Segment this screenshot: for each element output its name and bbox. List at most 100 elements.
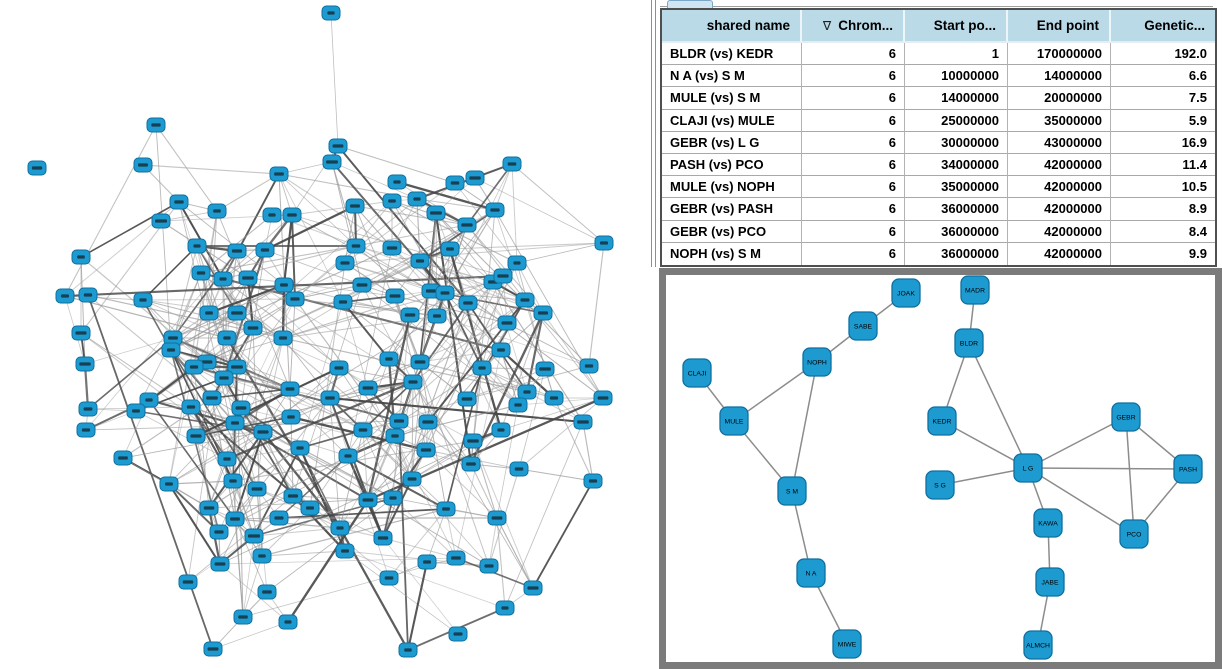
- graph-node[interactable]: [223, 473, 243, 489]
- graph-node[interactable]: [278, 614, 298, 630]
- node-shape[interactable]: [802, 347, 832, 377]
- node-MADR[interactable]: MADR: [960, 275, 990, 305]
- column-header-end_point[interactable]: End point: [1008, 10, 1111, 43]
- cell-shared_name[interactable]: MULE (vs) NOPH: [662, 176, 802, 199]
- cell-chromosome[interactable]: 6: [802, 198, 905, 221]
- graph-node[interactable]: [491, 342, 511, 358]
- cell-chromosome[interactable]: 6: [802, 65, 905, 88]
- graph-node[interactable]: [214, 370, 234, 386]
- graph-node[interactable]: [161, 342, 181, 358]
- node-shape[interactable]: [777, 476, 807, 506]
- graph-node[interactable]: [418, 414, 438, 430]
- node-S M[interactable]: S M: [777, 476, 807, 506]
- cell-shared_name[interactable]: PASH (vs) PCO: [662, 153, 802, 177]
- graph-node[interactable]: [402, 471, 422, 487]
- graph-node[interactable]: [169, 194, 189, 210]
- graph-node[interactable]: [507, 255, 527, 271]
- graph-node[interactable]: [446, 550, 466, 566]
- edge-NOPH-S M[interactable]: [791, 361, 818, 492]
- graph-node[interactable]: [416, 442, 436, 458]
- node-GEBR[interactable]: GEBR: [1111, 402, 1141, 432]
- edge-BLDR-L G[interactable]: [968, 342, 1029, 469]
- cell-end_point[interactable]: 20000000: [1008, 87, 1111, 110]
- cell-end_point[interactable]: 14000000: [1008, 65, 1111, 88]
- node-ALMCH[interactable]: ALMCH: [1023, 630, 1053, 660]
- cell-shared_name[interactable]: GEBR (vs) PASH: [662, 198, 802, 221]
- cell-chromosome[interactable]: 6: [802, 87, 905, 110]
- node-shape[interactable]: [960, 275, 990, 305]
- graph-node[interactable]: [163, 330, 183, 346]
- graph-node[interactable]: [187, 238, 207, 254]
- graph-node[interactable]: [400, 307, 420, 323]
- graph-node[interactable]: [78, 401, 98, 417]
- graph-node[interactable]: [227, 305, 247, 321]
- graph-node[interactable]: [269, 166, 289, 182]
- graph-node[interactable]: [338, 448, 358, 464]
- graph-node[interactable]: [238, 270, 258, 286]
- cell-genetic_distance[interactable]: 11.4: [1111, 153, 1215, 177]
- graph-node[interactable]: [389, 413, 409, 429]
- cell-genetic_distance[interactable]: 8.9: [1111, 198, 1215, 221]
- graph-node[interactable]: [544, 390, 564, 406]
- node-PASH[interactable]: PASH: [1173, 454, 1203, 484]
- graph-node[interactable]: [71, 325, 91, 341]
- graph-node[interactable]: [403, 374, 423, 390]
- graph-node[interactable]: [436, 501, 456, 517]
- graph-node[interactable]: [352, 277, 372, 293]
- table-row[interactable]: BLDR (vs) KEDR 6 1 170000000 192.0: [662, 43, 1215, 66]
- graph-node[interactable]: [146, 117, 166, 133]
- cell-genetic_distance[interactable]: 192.0: [1111, 43, 1215, 66]
- node-SABE[interactable]: SABE: [848, 311, 878, 341]
- graph-node[interactable]: [213, 271, 233, 287]
- cell-chromosome[interactable]: 6: [802, 220, 905, 243]
- graph-node[interactable]: [113, 450, 133, 466]
- cell-genetic_distance[interactable]: 5.9: [1111, 109, 1215, 132]
- graph-node[interactable]: [491, 422, 511, 438]
- cell-start_position[interactable]: 35000000: [905, 176, 1008, 199]
- graph-node[interactable]: [126, 403, 146, 419]
- cell-start_position[interactable]: 36000000: [905, 220, 1008, 243]
- graph-node[interactable]: [579, 358, 599, 374]
- graph-node[interactable]: [320, 390, 340, 406]
- table-row[interactable]: N A (vs) S M 6 10000000 14000000 6.6: [662, 65, 1215, 88]
- graph-node[interactable]: [379, 570, 399, 586]
- graph-node[interactable]: [247, 481, 267, 497]
- sub-network-view[interactable]: JOAK SABE NOPH CLAJI MULE S M N A MIWE MADR BLDR K…: [666, 275, 1215, 662]
- graph-node[interactable]: [523, 580, 543, 596]
- cell-chromosome[interactable]: 6: [802, 43, 905, 66]
- table-row[interactable]: NOPH (vs) S M 6 36000000 42000000 9.9: [662, 242, 1215, 265]
- graph-node[interactable]: [328, 138, 348, 154]
- graph-node[interactable]: [203, 641, 223, 657]
- cell-shared_name[interactable]: N A (vs) S M: [662, 65, 802, 88]
- table-row[interactable]: GEBR (vs) PCO 6 36000000 42000000 8.4: [662, 220, 1215, 243]
- graph-node[interactable]: [273, 330, 293, 346]
- graph-node[interactable]: [463, 433, 483, 449]
- cell-genetic_distance[interactable]: 8.4: [1111, 220, 1215, 243]
- graph-node[interactable]: [465, 170, 485, 186]
- table-row[interactable]: PASH (vs) PCO 6 34000000 42000000 11.4: [662, 153, 1215, 177]
- graph-node[interactable]: [345, 198, 365, 214]
- graph-node[interactable]: [186, 428, 206, 444]
- graph-node[interactable]: [398, 642, 418, 658]
- cell-genetic_distance[interactable]: 10.5: [1111, 176, 1215, 199]
- cell-end_point[interactable]: 170000000: [1008, 43, 1111, 66]
- table-row[interactable]: MULE (vs) S M 6 14000000 20000000 7.5: [662, 87, 1215, 110]
- node-shape[interactable]: [1033, 508, 1063, 538]
- graph-node[interactable]: [217, 451, 237, 467]
- graph-node[interactable]: [181, 399, 201, 415]
- table-row[interactable]: MULE (vs) NOPH 6 35000000 42000000 10.5: [662, 176, 1215, 199]
- graph-node[interactable]: [207, 203, 227, 219]
- cell-start_position[interactable]: 36000000: [905, 242, 1008, 265]
- graph-node[interactable]: [583, 473, 603, 489]
- graph-node[interactable]: [269, 510, 289, 526]
- node-S G[interactable]: S G: [925, 470, 955, 500]
- graph-node[interactable]: [427, 308, 447, 324]
- graph-node[interactable]: [133, 157, 153, 173]
- graph-node[interactable]: [535, 361, 555, 377]
- table-row[interactable]: GEBR (vs) PASH 6 36000000 42000000 8.9: [662, 198, 1215, 221]
- graph-node[interactable]: [257, 584, 277, 600]
- graph-node[interactable]: [27, 160, 47, 176]
- graph-node[interactable]: [461, 456, 481, 472]
- edge-L G-GEBR[interactable]: [1027, 416, 1127, 469]
- edge-L G-PCO[interactable]: [1027, 467, 1135, 535]
